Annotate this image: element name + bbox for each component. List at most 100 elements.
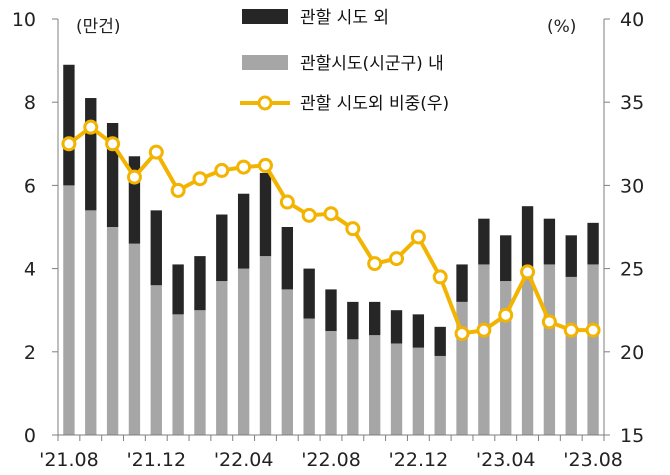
- bar-outside-23.08: [587, 222, 599, 265]
- share-point-22.03: [214, 162, 230, 178]
- share-point-21.12: [148, 144, 164, 160]
- bar-inside-22.07: [303, 318, 315, 435]
- bar-inside-22.06: [281, 289, 293, 435]
- share-point-21.11: [126, 169, 142, 185]
- share-point-23.05: [520, 264, 536, 280]
- bar-outside-23.04: [500, 235, 512, 282]
- bar-inside-23.02: [456, 301, 468, 435]
- bar-inside-22.12: [412, 347, 425, 435]
- bar-inside-22.08: [325, 331, 337, 435]
- x-tick-label: '22.12: [389, 449, 449, 471]
- bar-inside-23.05: [521, 268, 534, 435]
- share-point-22.12: [410, 229, 426, 245]
- bar-outside-22.03: [216, 214, 228, 282]
- share-point-21.08: [61, 136, 77, 152]
- bar-inside-21.08: [63, 185, 75, 435]
- x-tick-label: '23.08: [563, 449, 623, 471]
- bar-inside-23.01: [434, 355, 446, 435]
- bar-outside-23.05: [521, 206, 534, 269]
- bar-inside-23.03: [478, 264, 490, 435]
- bar-outside-22.11: [390, 310, 403, 344]
- bar-outside-22.05: [259, 172, 272, 257]
- bar-outside-21.11: [128, 156, 141, 244]
- bar-inside-21.11: [128, 243, 141, 435]
- bar-inside-21.09: [85, 210, 97, 435]
- bar-outside-22.10: [369, 301, 381, 336]
- bar-inside-23.04: [500, 281, 512, 435]
- bar-inside-21.10: [106, 227, 119, 435]
- share-point-22.09: [345, 221, 361, 237]
- right-tick-label: 30: [620, 175, 644, 197]
- bar-inside-21.12: [150, 285, 162, 435]
- bar-outside-21.12: [150, 210, 162, 286]
- x-tick-label: '21.08: [39, 449, 99, 471]
- left-tick-label: 0: [24, 425, 36, 447]
- left-tick-label: 6: [24, 175, 36, 197]
- share-point-21.10: [105, 136, 121, 152]
- legend-swatch-marker: [257, 95, 273, 111]
- bar-outside-21.10: [106, 123, 119, 227]
- bar-inside-22.02: [194, 310, 206, 435]
- right-unit-label: (%): [547, 17, 576, 37]
- bars: [63, 64, 599, 435]
- bar-inside-22.05: [259, 256, 272, 435]
- share-point-21.09: [83, 119, 99, 135]
- legend-swatch-inside: [242, 55, 288, 70]
- share-point-22.11: [389, 251, 405, 267]
- bar-outside-23.01: [434, 326, 446, 356]
- x-tick-label: '21.12: [126, 449, 186, 471]
- left-tick-label: 4: [24, 259, 36, 281]
- bar-outside-22.12: [412, 314, 425, 348]
- right-tick-label: 35: [620, 92, 644, 114]
- bar-inside-22.10: [369, 335, 381, 435]
- bar-outside-23.07: [565, 235, 577, 277]
- bar-outside-22.08: [325, 289, 337, 331]
- share-line-layer: [61, 119, 601, 341]
- right-tick-label: 15: [620, 425, 644, 447]
- bar-inside-22.01: [172, 314, 184, 435]
- share-point-23.04: [498, 307, 514, 323]
- left-tick-label: 8: [24, 92, 36, 114]
- bar-inside-22.03: [216, 281, 228, 435]
- bar-inside-23.07: [565, 276, 577, 435]
- legend-label-outside: 관할 시도 외: [300, 8, 389, 28]
- share-point-23.07: [563, 322, 579, 338]
- left-tick-label: 10: [12, 9, 36, 31]
- share-point-22.01: [170, 182, 186, 198]
- share-point-23.03: [476, 322, 492, 338]
- left-tick-label: 2: [24, 342, 36, 364]
- share-point-23.01: [432, 269, 448, 285]
- axes: 0 2 4 6 8 10 15 20 25 30 35 40 '21.08 '21.12 '22.04 '22…: [12, 9, 644, 471]
- bar-outside-23.06: [543, 218, 556, 265]
- share-point-22.02: [192, 171, 208, 187]
- x-tick-label: '22.04: [214, 449, 274, 471]
- bar-outside-21.09: [85, 98, 97, 211]
- legend-swatch-outside: [242, 9, 288, 24]
- bar-outside-23.02: [456, 264, 468, 302]
- bar-outside-22.02: [194, 256, 206, 311]
- bar-inside-22.04: [237, 268, 250, 435]
- share-point-22.07: [301, 207, 317, 223]
- bar-inside-22.11: [390, 343, 403, 435]
- share-point-23.02: [454, 325, 470, 341]
- share-point-22.05: [257, 157, 273, 173]
- bar-outside-22.06: [281, 227, 293, 290]
- legend-label-share: 관할 시도외 비중(우): [300, 94, 449, 114]
- share-point-22.06: [279, 194, 295, 210]
- share-point-22.10: [367, 256, 383, 272]
- share-point-22.08: [323, 206, 339, 222]
- bar-outside-22.09: [347, 301, 359, 340]
- right-tick-label: 40: [620, 9, 644, 31]
- x-tick-label: '22.08: [301, 449, 361, 471]
- bar-outside-22.04: [237, 193, 250, 269]
- share-point-22.04: [236, 159, 252, 175]
- right-tick-label: 20: [620, 342, 644, 364]
- bar-inside-23.08: [587, 264, 599, 435]
- bar-outside-21.08: [63, 64, 75, 186]
- bar-inside-23.06: [543, 264, 556, 435]
- right-tick-label: 25: [620, 259, 644, 281]
- x-tick-label: '23.04: [476, 449, 536, 471]
- legend: 관할 시도 외 관할시도(시군구) 내 관할 시도외 비중(우): [240, 8, 449, 114]
- bar-outside-23.03: [478, 218, 490, 265]
